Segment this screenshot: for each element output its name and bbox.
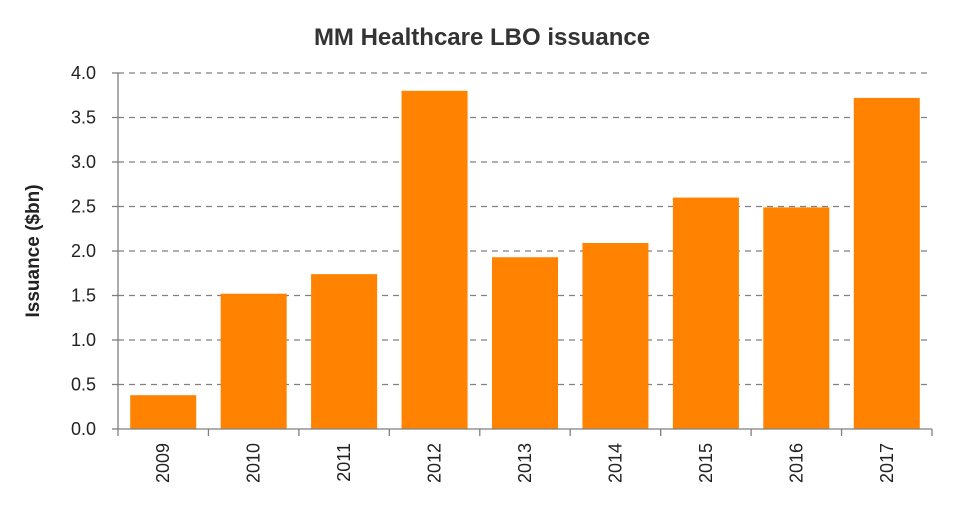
x-tick-label: 2013 bbox=[515, 443, 535, 483]
y-tick-label: 1.0 bbox=[71, 330, 96, 350]
x-tick-label: 2011 bbox=[334, 443, 354, 482]
bar-2011 bbox=[311, 274, 378, 429]
y-tick-label: 0.5 bbox=[71, 375, 96, 395]
x-tick-label: 2012 bbox=[425, 443, 445, 483]
bar-2013 bbox=[491, 257, 559, 429]
y-tick-label: 2.5 bbox=[71, 197, 96, 217]
bar-2012 bbox=[401, 90, 468, 430]
x-tick-label: 2009 bbox=[153, 443, 173, 483]
bars bbox=[130, 90, 920, 430]
bar-2014 bbox=[582, 242, 649, 429]
y-tick-label: 1.5 bbox=[71, 286, 96, 306]
y-axis-label: Issuance ($bn) bbox=[23, 184, 44, 317]
bar-2016 bbox=[763, 207, 830, 429]
bar-2015 bbox=[672, 197, 739, 429]
y-tick-label: 3.5 bbox=[71, 108, 96, 128]
y-tick-label: 2.0 bbox=[71, 241, 96, 261]
x-tick-label: 2014 bbox=[605, 443, 625, 483]
y-tick-label: 0.0 bbox=[71, 419, 96, 439]
axes bbox=[117, 73, 933, 436]
bar-2017 bbox=[853, 97, 920, 430]
y-tick-labels: 0.0 0.5 1.0 1.5 2.0 2.5 3.0 3.5 4.0 bbox=[71, 63, 96, 439]
bar-2009 bbox=[130, 395, 197, 429]
x-tick-label: 2017 bbox=[877, 443, 897, 483]
chart-title: MM Healthcare LBO issuance bbox=[314, 24, 650, 51]
x-tick-labels: 2009 2010 2011 2012 2013 2014 2015 2016 2017 bbox=[153, 443, 897, 483]
x-tick-label: 2016 bbox=[786, 443, 806, 483]
x-tick-label: 2010 bbox=[244, 443, 264, 483]
y-tick-label: 3.0 bbox=[71, 152, 96, 172]
bar-2010 bbox=[220, 293, 287, 429]
x-tick-label: 2015 bbox=[696, 443, 716, 483]
y-tick-label: 4.0 bbox=[71, 63, 96, 83]
